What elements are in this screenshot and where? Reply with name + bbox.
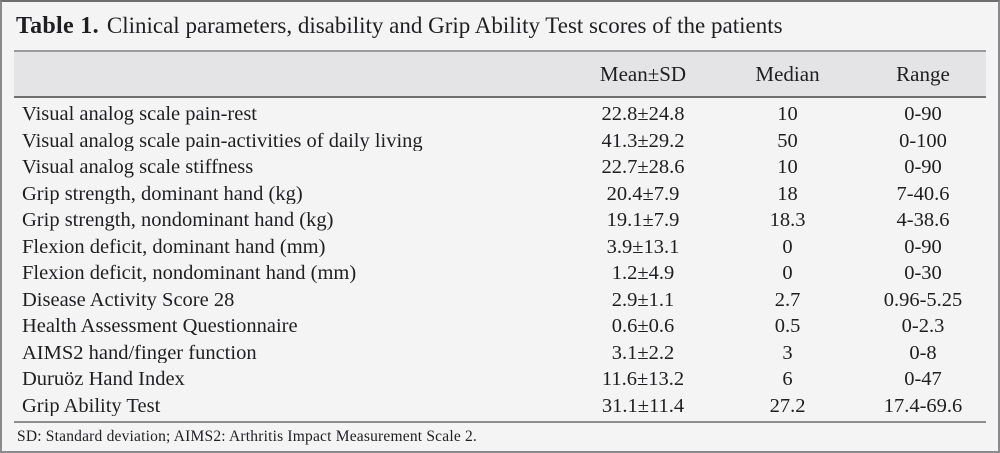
median-cell: 50: [777, 129, 798, 152]
mean-sd-cell: 20.4±7.9: [606, 182, 680, 205]
median-cell: 3: [782, 341, 793, 364]
range-cell: 0.96-5.25: [883, 288, 963, 311]
median-cell: 2.7: [774, 288, 801, 311]
range-cell: 0-90: [904, 235, 942, 258]
table-row: Disease Activity Score 28 2.9±1.1 2.7 0.96-…: [14, 287, 986, 314]
table-row: Flexion deficit, nondominant hand (mm) 1.…: [14, 260, 986, 287]
table-row: Flexion deficit, dominant hand (mm) 3.9±1…: [14, 234, 986, 261]
table-row: AIMS2 hand/finger function 3.1±2.2 3 0-8: [14, 340, 986, 367]
range-cell: 0-47: [904, 368, 942, 390]
param-cell: Flexion deficit, dominant hand (mm): [22, 236, 326, 257]
median-cell: 18.3: [769, 209, 806, 231]
table-row: Duruöz Hand Index 11.6±13.2 6 0-47: [14, 366, 986, 393]
median-cell: 27.2: [769, 394, 806, 417]
param-cell: Visual analog scale pain-rest: [22, 104, 257, 125]
range-cell: 17.4-69.6: [883, 394, 963, 417]
param-cell: Health Assessment Questionnaire: [22, 316, 298, 337]
mean-sd-cell: 2.9±1.1: [611, 288, 675, 311]
param-cell: Duruöz Hand Index: [22, 369, 185, 390]
median-column-header: Median: [755, 61, 820, 86]
median-cell: 0: [782, 235, 793, 258]
range-cell: 4-38.6: [896, 209, 950, 231]
param-cell: AIMS2 hand/finger function: [22, 342, 257, 363]
table-content: Mean±SD Median Range Visual analog scale…: [14, 50, 986, 451]
table-row: Visual analog scale pain-rest 22.8±24.8 10…: [14, 101, 986, 128]
median-cell: 10: [777, 103, 798, 125]
table-header-row: Mean±SD Median Range: [14, 50, 986, 98]
table-row: Grip Ability Test 31.1±11.4 27.2 17.4-69.6: [14, 393, 986, 420]
mean-sd-cell: 41.3±29.2: [601, 129, 685, 152]
range-cell: 0-2.3: [901, 315, 945, 337]
footnote-text: SD: Standard deviation; AIMS2: Arthritis…: [17, 428, 478, 445]
range-cell: 0-100: [899, 129, 947, 152]
table-body: Visual analog scale pain-rest 22.8±24.8 10…: [14, 98, 986, 421]
param-cell: Grip Ability Test: [22, 395, 161, 416]
table-number-label: Table 1.: [16, 12, 99, 39]
table-footnote: SD: Standard deviation; AIMS2: Arthritis…: [14, 421, 986, 451]
median-cell: 18: [777, 182, 798, 205]
range-cell: 7-40.6: [896, 182, 950, 205]
table-row: Grip strength, nondominant hand (kg) 19.1…: [14, 207, 986, 234]
mean-sd-cell: 3.1±2.2: [611, 341, 675, 364]
median-cell: 0.5: [774, 315, 801, 337]
range-column-header: Range: [896, 61, 950, 86]
param-cell: Grip strength, dominant hand (kg): [22, 183, 303, 204]
range-cell: 0-30: [904, 262, 942, 284]
param-cell: Disease Activity Score 28: [22, 289, 235, 310]
table-row: Visual analog scale stiffness 22.7±28.6 10…: [14, 154, 986, 181]
param-cell: Flexion deficit, nondominant hand (mm): [22, 263, 357, 284]
param-cell: Grip strength, nondominant hand (kg): [22, 210, 334, 231]
table-row: Grip strength, dominant hand (kg) 20.4±7.…: [14, 181, 986, 208]
mean-sd-cell: 1.2±4.9: [611, 262, 675, 284]
table-title: Table 1. Clinical parameters, disability…: [2, 2, 998, 50]
mean-sd-column-header: Mean±SD: [599, 61, 687, 86]
mean-sd-cell: 3.9±13.1: [606, 235, 680, 258]
mean-sd-cell: 19.1±7.9: [606, 209, 680, 231]
table-row: Health Assessment Questionnaire 0.6±0.6 0.…: [14, 313, 986, 340]
range-cell: 0-90: [904, 156, 942, 178]
median-cell: 0: [782, 262, 793, 284]
range-cell: 0-90: [904, 103, 942, 125]
median-cell: 10: [777, 156, 798, 178]
range-cell: 0-8: [909, 341, 937, 364]
mean-sd-cell: 11.6±13.2: [601, 368, 685, 390]
mean-sd-cell: 22.8±24.8: [601, 103, 685, 125]
mean-sd-cell: 0.6±0.6: [611, 315, 675, 337]
table-row: Visual analog scale pain-activities of d…: [14, 128, 986, 155]
param-cell: Visual analog scale stiffness: [22, 157, 254, 178]
table-caption-text: Clinical parameters, disability and Grip…: [106, 13, 783, 38]
param-cell: Visual analog scale pain-activities of d…: [22, 130, 423, 151]
mean-sd-cell: 22.7±28.6: [601, 156, 685, 178]
median-cell: 6: [782, 368, 793, 390]
mean-sd-cell: 31.1±11.4: [601, 394, 685, 417]
